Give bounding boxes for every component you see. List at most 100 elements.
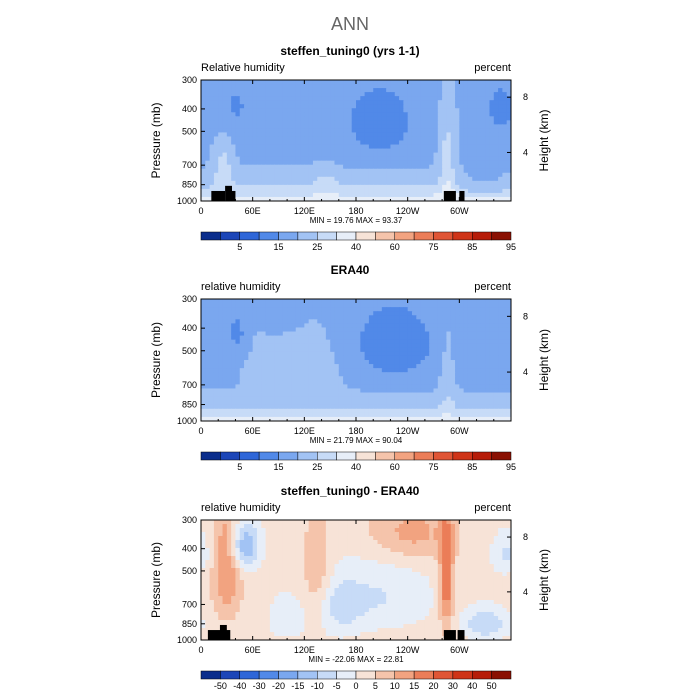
heatmap-cell bbox=[231, 380, 237, 385]
heatmap-cell bbox=[248, 355, 254, 361]
heatmap-cell bbox=[235, 100, 241, 105]
heatmap-cell bbox=[446, 307, 452, 312]
heatmap-cell bbox=[403, 100, 409, 105]
heatmap-cell bbox=[278, 416, 284, 421]
heatmap-cell bbox=[351, 144, 357, 150]
heatmap-cell bbox=[489, 156, 495, 162]
heatmap-cell bbox=[201, 347, 206, 353]
heatmap-cell bbox=[291, 355, 297, 361]
heatmap-cell bbox=[256, 364, 262, 369]
heatmap-cell bbox=[213, 368, 219, 373]
heatmap-cell bbox=[480, 416, 486, 421]
heatmap-cell bbox=[347, 536, 353, 541]
heatmap-cell bbox=[201, 412, 206, 418]
heatmap-cell bbox=[489, 416, 495, 421]
heatmap-cell bbox=[209, 544, 215, 549]
heatmap-cell bbox=[295, 335, 301, 341]
heatmap-cell bbox=[317, 152, 323, 158]
heatmap-cell bbox=[201, 372, 206, 377]
heatmap-cell bbox=[373, 388, 379, 394]
heatmap-cell bbox=[489, 404, 495, 410]
heatmap-cell bbox=[390, 368, 396, 373]
heatmap-cell bbox=[424, 144, 430, 150]
heatmap-cell bbox=[403, 96, 409, 101]
heatmap-cell bbox=[368, 132, 374, 138]
heatmap-cell bbox=[390, 540, 396, 545]
heatmap-cell bbox=[472, 188, 478, 194]
heatmap-cell bbox=[463, 343, 469, 349]
heatmap-cell bbox=[429, 331, 435, 337]
heatmap-cell bbox=[222, 160, 228, 166]
heatmap-cell bbox=[476, 124, 482, 129]
heatmap-cell bbox=[433, 544, 439, 549]
heatmap-cell bbox=[403, 148, 409, 154]
heatmap-cell bbox=[364, 92, 370, 97]
heatmap-cell bbox=[321, 520, 327, 525]
heatmap-cell bbox=[386, 140, 392, 146]
heatmap-cell bbox=[411, 84, 417, 89]
heatmap-cell bbox=[252, 335, 258, 341]
heatmap-cell bbox=[256, 376, 262, 381]
heatmap-cell bbox=[416, 136, 422, 142]
heatmap-cell bbox=[429, 355, 435, 361]
heatmap-cell bbox=[343, 164, 348, 170]
heatmap-cell bbox=[420, 120, 426, 125]
heatmap-cell bbox=[442, 100, 448, 105]
heatmap-cell bbox=[256, 299, 262, 304]
heatmap-cell bbox=[502, 392, 508, 398]
heatmap-cell bbox=[502, 412, 508, 418]
heatmap-cell bbox=[244, 347, 249, 353]
heatmap-cell bbox=[244, 168, 249, 174]
heatmap-cell bbox=[308, 176, 314, 182]
heatmap-cell bbox=[347, 408, 353, 414]
heatmap-cell bbox=[446, 323, 452, 329]
heatmap-cell bbox=[218, 360, 224, 365]
heatmap-cell bbox=[274, 136, 280, 142]
heatmap-cell bbox=[235, 380, 241, 385]
heatmap-cell bbox=[282, 364, 288, 369]
heatmap-cell bbox=[205, 360, 211, 365]
heatmap-cell bbox=[282, 528, 288, 533]
heatmap-cell bbox=[390, 343, 396, 349]
heatmap-cell bbox=[381, 156, 387, 162]
heatmap-cell bbox=[213, 520, 219, 525]
heatmap-cell bbox=[256, 184, 262, 190]
heatmap-cell bbox=[312, 400, 318, 406]
heatmap-cell bbox=[235, 343, 241, 349]
heatmap-cell bbox=[446, 536, 452, 541]
colorbar-swatch bbox=[472, 231, 492, 241]
heatmap-cell bbox=[252, 520, 258, 525]
heatmap-cell bbox=[295, 331, 301, 337]
heatmap-cell bbox=[343, 152, 348, 158]
heatmap-cell bbox=[205, 343, 211, 349]
heatmap-cell bbox=[244, 388, 249, 394]
heatmap-cell bbox=[386, 136, 392, 142]
heatmap-cell bbox=[330, 372, 336, 377]
heatmap-cell bbox=[312, 192, 318, 198]
heatmap-cell bbox=[226, 372, 232, 377]
heatmap-cell bbox=[343, 156, 348, 162]
heatmap-cell bbox=[364, 528, 370, 533]
heatmap-cell bbox=[390, 88, 396, 93]
heatmap-cell bbox=[416, 372, 422, 377]
heatmap-cell bbox=[291, 380, 297, 385]
heatmap-cell bbox=[360, 303, 366, 308]
heatmap-cell bbox=[209, 132, 215, 138]
heatmap-cell bbox=[282, 188, 288, 194]
heatmap-cell bbox=[265, 400, 271, 406]
heatmap-cell bbox=[485, 372, 491, 377]
heatmap-cell bbox=[463, 376, 469, 381]
heatmap-cell bbox=[291, 84, 297, 89]
heatmap-cell bbox=[467, 84, 473, 89]
heatmap-cell bbox=[325, 412, 331, 418]
colorbar-swatch bbox=[375, 231, 395, 241]
heatmap-cell bbox=[467, 116, 473, 121]
heatmap-cell bbox=[493, 192, 499, 198]
heatmap-cell bbox=[446, 532, 452, 537]
heatmap-cell bbox=[433, 120, 439, 125]
heatmap-cell bbox=[420, 100, 426, 105]
heatmap-cell bbox=[244, 120, 249, 125]
heatmap-cell bbox=[304, 168, 310, 174]
heatmap-cell bbox=[213, 100, 219, 105]
heatmap-cell bbox=[429, 188, 435, 194]
